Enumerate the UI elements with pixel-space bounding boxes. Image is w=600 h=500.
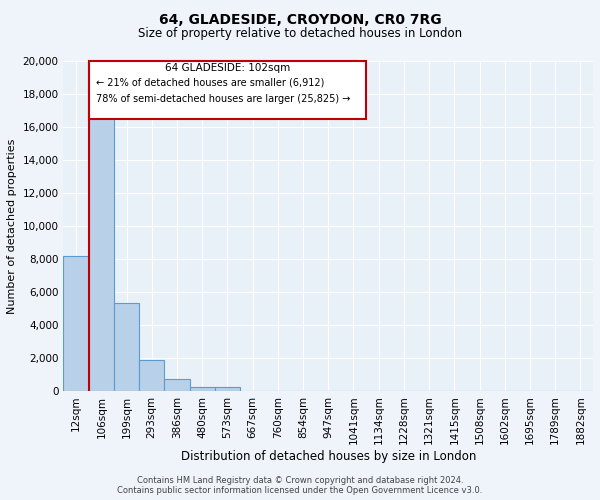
Text: 64 GLADESIDE: 102sqm: 64 GLADESIDE: 102sqm bbox=[165, 62, 290, 72]
Text: ← 21% of detached houses are smaller (6,912): ← 21% of detached houses are smaller (6,… bbox=[96, 78, 325, 88]
Text: 78% of semi-detached houses are larger (25,825) →: 78% of semi-detached houses are larger (… bbox=[96, 94, 350, 104]
X-axis label: Distribution of detached houses by size in London: Distribution of detached houses by size … bbox=[181, 450, 476, 463]
Text: 64, GLADESIDE, CROYDON, CR0 7RG: 64, GLADESIDE, CROYDON, CR0 7RG bbox=[158, 12, 442, 26]
Bar bbox=[114, 304, 139, 391]
Text: Contains public sector information licensed under the Open Government Licence v3: Contains public sector information licen… bbox=[118, 486, 482, 495]
Bar bbox=[164, 378, 190, 391]
Bar bbox=[89, 117, 114, 391]
Bar bbox=[89, 61, 366, 118]
Text: Size of property relative to detached houses in London: Size of property relative to detached ho… bbox=[138, 28, 462, 40]
Bar bbox=[64, 256, 89, 391]
Bar bbox=[190, 387, 215, 391]
Bar bbox=[139, 360, 164, 391]
Y-axis label: Number of detached properties: Number of detached properties bbox=[7, 138, 17, 314]
Bar bbox=[215, 387, 240, 391]
Text: Contains HM Land Registry data © Crown copyright and database right 2024.: Contains HM Land Registry data © Crown c… bbox=[137, 476, 463, 485]
